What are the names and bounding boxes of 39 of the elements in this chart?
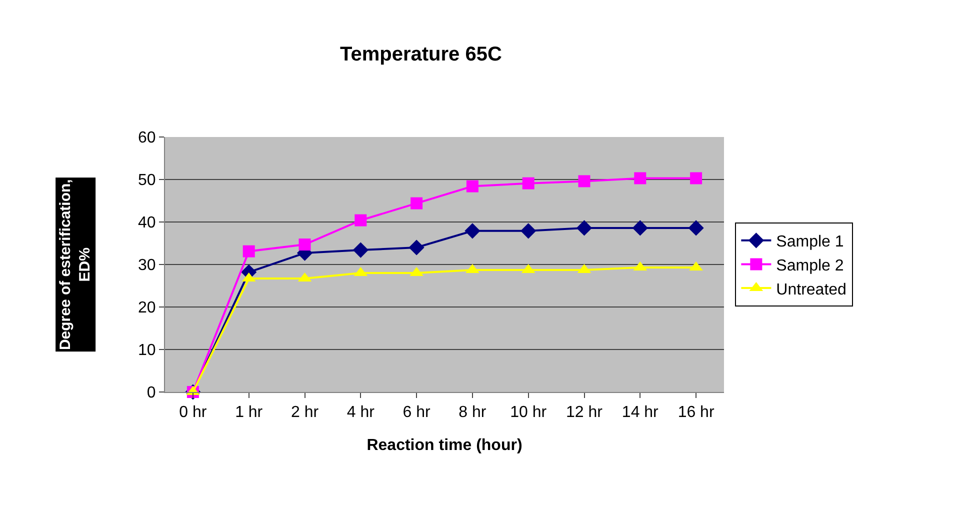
x-tick-label: 4 hr xyxy=(346,404,376,422)
x-tick-label: 10 hr xyxy=(510,404,548,422)
y-axis-title: Degree of esterification, ED% xyxy=(57,179,94,350)
x-axis-title: Reaction time (hour) xyxy=(366,436,522,454)
point xyxy=(690,172,702,184)
point xyxy=(464,223,480,239)
point xyxy=(466,180,478,192)
legend-label: Untreated xyxy=(776,281,846,298)
x-tick-label: 1 hr xyxy=(235,404,264,422)
y-tick-label: 40 xyxy=(138,214,156,232)
point xyxy=(354,214,367,226)
point xyxy=(522,177,534,190)
y-tick-label: 50 xyxy=(138,172,156,190)
point xyxy=(634,172,646,184)
point xyxy=(576,220,592,236)
y-tick-label: 60 xyxy=(138,130,156,147)
x-tick-label: 0 hr xyxy=(179,404,208,422)
legend-label: Sample 2 xyxy=(776,257,844,274)
y-tick-label: 0 xyxy=(146,384,156,402)
point xyxy=(352,242,368,258)
chart-title: Temperature 65C xyxy=(340,43,502,66)
point xyxy=(242,245,255,258)
point xyxy=(520,223,536,239)
point xyxy=(408,240,424,256)
x-tick-label: 2 hr xyxy=(290,404,320,422)
x-tick-label: 14 hr xyxy=(622,404,660,422)
point xyxy=(632,220,648,236)
y-tick-label: 20 xyxy=(138,300,156,317)
x-tick-label: 8 hr xyxy=(458,404,487,422)
legend-label: Sample 1 xyxy=(776,234,844,251)
point xyxy=(410,197,423,210)
y-tick-label: 10 xyxy=(138,342,156,360)
y-tick-label: 30 xyxy=(138,257,156,274)
x-tick-label: 6 hr xyxy=(402,404,432,422)
point xyxy=(578,175,590,188)
x-tick-label: 12 hr xyxy=(566,404,604,422)
x-tick-label: 16 hr xyxy=(678,404,715,422)
point xyxy=(298,238,311,251)
point xyxy=(688,220,704,236)
